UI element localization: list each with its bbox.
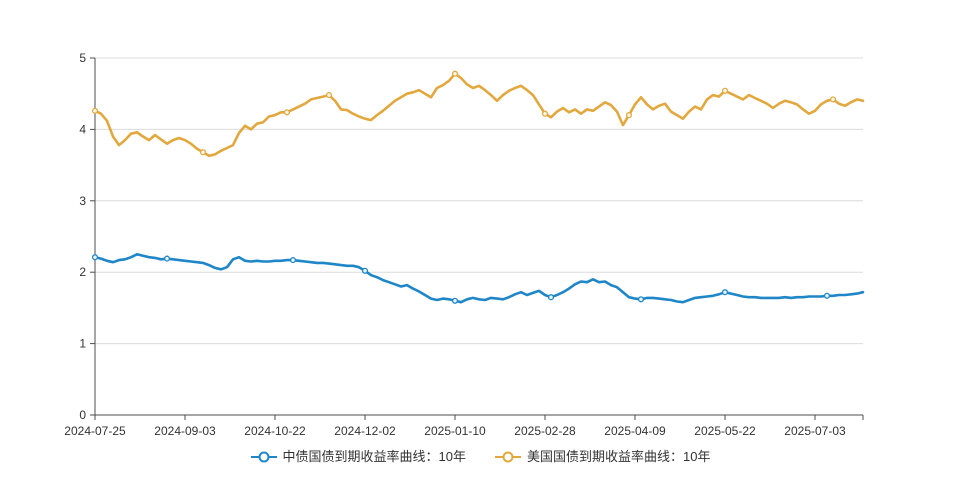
data-point-marker: [721, 87, 729, 94]
china-series-legend-marker-icon: [250, 451, 277, 463]
data-point-marker: [829, 96, 837, 103]
x-axis-label: 2025-04-09: [604, 424, 666, 438]
x-axis-label: 2024-10-22: [244, 424, 306, 438]
x-axis-label: 2025-02-28: [514, 424, 576, 438]
data-point-marker: [91, 254, 99, 261]
data-point-marker: [721, 289, 729, 296]
x-axis-label: 2024-09-03: [154, 424, 216, 438]
data-point-marker: [361, 267, 369, 274]
data-point-marker: [625, 112, 633, 119]
x-axis-label: 2024-07-25: [64, 424, 126, 438]
data-point-marker: [325, 92, 333, 99]
x-axis-label: 2024-12-02: [334, 424, 396, 438]
y-axis-label: 5: [79, 51, 86, 65]
data-point-marker: [289, 257, 297, 264]
x-axis-label: 2025-01-10: [424, 424, 486, 438]
legend-label-china-10y: 中债国债到期收益率曲线：10年: [282, 449, 466, 464]
y-axis-label: 2: [79, 265, 86, 279]
data-point-marker: [637, 296, 645, 303]
y-axis-label: 4: [79, 122, 86, 136]
chart-legend: 中债国债到期收益率曲线：10年 美国国债到期收益率曲线：10年: [0, 449, 960, 465]
data-point-marker: [823, 292, 831, 299]
data-point-marker: [199, 149, 207, 156]
y-axis-label: 3: [79, 194, 86, 208]
data-point-marker: [163, 255, 171, 262]
data-point-marker: [283, 109, 291, 116]
data-point-marker: [547, 294, 555, 301]
y-axis-label: 1: [79, 337, 86, 351]
series-line-china-10y: [93, 253, 865, 304]
data-point-marker: [91, 107, 99, 114]
series-line-us-10y: [93, 72, 865, 158]
data-point-marker: [451, 297, 459, 304]
x-axis-label: 2025-07-03: [784, 424, 846, 438]
data-point-marker: [541, 110, 549, 117]
line-chart-canvas[interactable]: 0 1 2 3 4 5 2024-07-25 2024-09-03 2024-10-22 2024…: [0, 0, 960, 445]
us-series-legend-marker-icon: [495, 451, 521, 463]
legend-label-us-10y: 美国国债到期收益率曲线：10年: [527, 449, 711, 464]
legend-item-us-10y[interactable]: 美国国债到期收益率曲线：10年: [494, 449, 710, 465]
data-point-marker: [451, 70, 459, 77]
legend-item-china-10y[interactable]: 中债国债到期收益率曲线：10年: [250, 449, 466, 465]
x-axis-label: 2025-05-22: [694, 424, 756, 438]
y-axis-label: 0: [79, 408, 86, 422]
